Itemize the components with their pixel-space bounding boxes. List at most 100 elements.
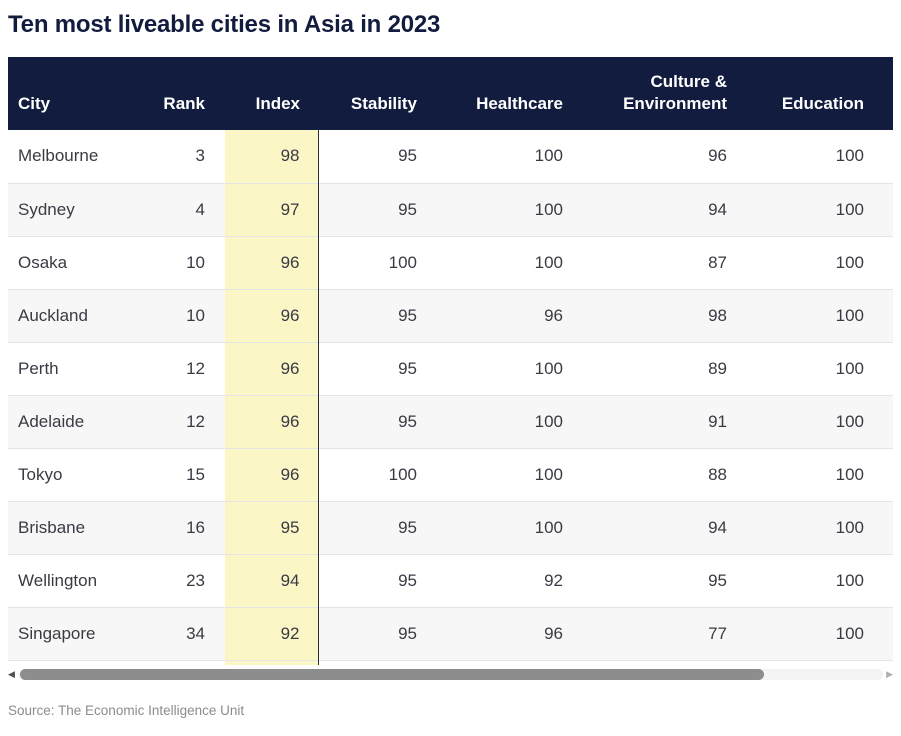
cell-healthcare: 100 bbox=[440, 235, 585, 289]
cell-healthcare: 96 bbox=[440, 288, 585, 342]
cell-index: 95 bbox=[225, 500, 319, 554]
cell-culture-environment: 94 bbox=[585, 182, 745, 236]
cell-culture-environment: 89 bbox=[585, 341, 745, 395]
col-header-index: Index bbox=[225, 57, 318, 130]
cell-rank: 15 bbox=[120, 447, 225, 501]
cell-city: Tokyo bbox=[8, 447, 120, 501]
cell-stability: 95 bbox=[318, 288, 440, 342]
cell-healthcare: 100 bbox=[534, 146, 563, 166]
cell-index: 92 bbox=[225, 606, 319, 660]
cell-culture-environment: 77 bbox=[585, 606, 745, 660]
cell-education: 100 bbox=[745, 447, 893, 501]
cell-culture-environment: 94 bbox=[585, 500, 745, 554]
cell-education: 100 bbox=[745, 394, 893, 448]
cell-rank: 10 bbox=[120, 235, 225, 289]
liveability-table-container: City Rank Index Stability Healthcare Cul… bbox=[8, 57, 893, 665]
cell-rank: 16 bbox=[120, 500, 225, 554]
cell-stability: 95 bbox=[318, 394, 440, 448]
scrollbar-left-arrow-icon[interactable]: ◀ bbox=[8, 669, 15, 679]
spacer-cell bbox=[745, 659, 893, 665]
spacer-cell bbox=[225, 659, 319, 665]
cell-index: 96 bbox=[225, 288, 319, 342]
table-row: Perth 12 96 95 100 89 100 bbox=[8, 341, 893, 395]
cell-healthcare: 100 bbox=[440, 447, 585, 501]
table-footer-spacer bbox=[8, 659, 893, 665]
table-row: Osaka 10 96 100 100 87 100 bbox=[8, 235, 893, 289]
table-row: Melbourne 3 98 95 100 96 100 bbox=[8, 130, 893, 183]
cell-index: 96 bbox=[225, 394, 319, 448]
cell-index: 96 bbox=[225, 447, 319, 501]
cell-city: Brisbane bbox=[8, 500, 120, 554]
table-row: Wellington 23 94 95 92 95 100 bbox=[8, 553, 893, 607]
cell-healthcare: 100 bbox=[440, 182, 585, 236]
cell-education: 100 bbox=[745, 553, 893, 607]
cell-rank: 12 bbox=[120, 341, 225, 395]
cell-stability: 95 bbox=[318, 341, 440, 395]
cell-rank: 3 bbox=[195, 146, 205, 166]
scrollbar-thumb[interactable] bbox=[20, 669, 764, 680]
spacer-cell bbox=[440, 659, 585, 665]
col-header-stability: Stability bbox=[318, 57, 440, 130]
cell-culture-environment: 95 bbox=[585, 553, 745, 607]
cell-city: Singapore bbox=[8, 606, 120, 660]
table-row: Auckland 10 96 95 96 98 100 bbox=[8, 288, 893, 342]
table-row: Sydney 4 97 95 100 94 100 bbox=[8, 182, 893, 236]
cell-healthcare: 92 bbox=[440, 553, 585, 607]
cell-stability: 95 bbox=[318, 606, 440, 660]
cell-index: 96 bbox=[225, 235, 319, 289]
cell-index: 96 bbox=[225, 341, 319, 395]
cell-city: Melbourne bbox=[18, 146, 99, 166]
cell-rank: 12 bbox=[120, 394, 225, 448]
table-row: Singapore 34 92 95 96 77 100 bbox=[8, 606, 893, 660]
cell-rank: 34 bbox=[120, 606, 225, 660]
cell-rank: 4 bbox=[120, 182, 225, 236]
cell-stability: 95 bbox=[318, 182, 440, 236]
spacer-cell bbox=[585, 659, 745, 665]
cell-rank: 23 bbox=[120, 553, 225, 607]
col-header-healthcare: Healthcare bbox=[440, 57, 585, 130]
cell-index: 97 bbox=[225, 182, 319, 236]
cell-education: 100 bbox=[745, 341, 893, 395]
cell-city: Sydney bbox=[8, 182, 120, 236]
cell-culture-environment: 88 bbox=[585, 447, 745, 501]
table-row: Tokyo 15 96 100 100 88 100 bbox=[8, 447, 893, 501]
cell-rank: 10 bbox=[120, 288, 225, 342]
col-header-culture-environment: Culture & Environment bbox=[585, 57, 745, 130]
col-header-education: Education bbox=[745, 57, 893, 130]
spacer-cell bbox=[8, 659, 120, 665]
cell-index: 94 bbox=[225, 553, 319, 607]
cell-stability: 100 bbox=[318, 447, 440, 501]
page: Ten most liveable cities in Asia in 2023… bbox=[8, 11, 893, 718]
scrollbar-right-arrow-icon[interactable]: ▶ bbox=[886, 669, 893, 679]
cell-education: 100 bbox=[745, 235, 893, 289]
spacer-cell bbox=[318, 659, 440, 665]
source-caption: Source: The Economic Intelligence Unit bbox=[8, 703, 245, 718]
col-header-city: City bbox=[8, 57, 120, 130]
header-row: City Rank Index Stability Healthcare Cul… bbox=[8, 57, 893, 130]
cell-city: Perth bbox=[8, 341, 120, 395]
table-row: Adelaide 12 96 95 100 91 100 bbox=[8, 394, 893, 448]
cell-culture-environment: 98 bbox=[585, 288, 745, 342]
cell-education: 100 bbox=[745, 288, 893, 342]
cell-healthcare: 96 bbox=[440, 606, 585, 660]
cell-culture-environment: 96 bbox=[708, 146, 727, 166]
liveability-table: City Rank Index Stability Healthcare Cul… bbox=[8, 57, 893, 665]
cell-education: 100 bbox=[745, 606, 893, 660]
cell-city: Wellington bbox=[8, 553, 120, 607]
cell-city: Adelaide bbox=[8, 394, 120, 448]
cell-stability: 100 bbox=[318, 235, 440, 289]
spacer-cell bbox=[120, 659, 225, 665]
cell-culture-environment: 91 bbox=[585, 394, 745, 448]
cell-healthcare: 100 bbox=[440, 394, 585, 448]
table-body: Melbourne 3 98 95 100 96 100 Sydney 4 97 95 100 94 10… bbox=[8, 130, 893, 665]
horizontal-scrollbar[interactable]: ◀ ▶ bbox=[8, 668, 893, 681]
cell-culture-environment: 87 bbox=[585, 235, 745, 289]
cell-education: 100 bbox=[745, 500, 893, 554]
cell-index: 98 bbox=[225, 130, 319, 183]
cell-education: 100 bbox=[745, 182, 893, 236]
cell-stability: 95 bbox=[318, 553, 440, 607]
col-header-rank: Rank bbox=[120, 57, 225, 130]
cell-stability: 95 bbox=[398, 146, 417, 166]
scrollbar-track[interactable] bbox=[18, 669, 883, 680]
page-title: Ten most liveable cities in Asia in 2023 bbox=[8, 11, 441, 38]
